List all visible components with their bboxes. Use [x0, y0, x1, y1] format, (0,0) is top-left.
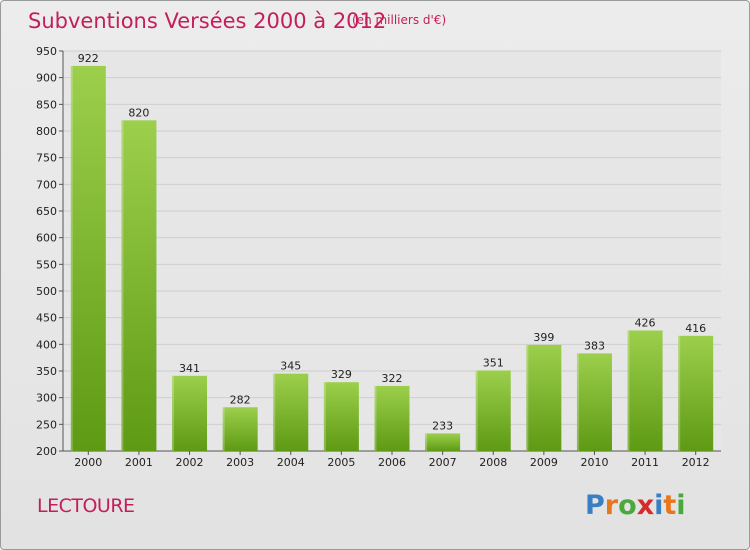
y-tick-label: 450 — [36, 312, 57, 325]
y-tick-label: 300 — [36, 392, 57, 405]
bar-2000 — [70, 65, 106, 451]
labels: 200 250 300 350 400 450 500 550 600 650 700 750 800 8… — [36, 45, 710, 469]
x-tick-label-2000: 2000 — [74, 456, 102, 469]
bar-2008 — [475, 370, 511, 451]
data-label-2005: 329 — [331, 368, 352, 381]
y-tick-label: 850 — [36, 98, 57, 111]
chart-title: Subventions Versées 2000 à 2012 — [28, 9, 387, 33]
bar-2004 — [273, 373, 309, 451]
y-tick-label: 600 — [36, 232, 57, 245]
logo-letter: r — [604, 490, 619, 521]
bar-highlight — [576, 353, 579, 451]
x-tick-label-2012: 2012 — [682, 456, 710, 469]
bar-2009 — [526, 344, 562, 451]
data-label-2011: 426 — [635, 316, 656, 329]
bar-2006 — [374, 385, 410, 451]
logo-letter: x — [636, 490, 655, 521]
data-label-2002: 341 — [179, 362, 200, 375]
commune-name: LECTOURE — [37, 495, 135, 517]
x-tick-label-2008: 2008 — [479, 456, 507, 469]
bar-highlight — [323, 382, 326, 451]
logo-letter: t — [663, 490, 677, 521]
bar-highlight — [121, 120, 124, 451]
logo-letter: o — [618, 490, 637, 521]
data-label-2003: 282 — [230, 393, 251, 406]
logo-letter: i — [654, 490, 664, 521]
y-tick-label: 200 — [36, 445, 57, 458]
y-tick-label: 950 — [36, 45, 57, 58]
x-tick-label-2010: 2010 — [580, 456, 608, 469]
x-tick-label-2007: 2007 — [429, 456, 457, 469]
y-tick-label: 700 — [36, 178, 57, 191]
bar-highlight — [172, 375, 175, 451]
bar-highlight — [222, 407, 225, 451]
bar-2005 — [323, 382, 359, 451]
data-label-2006: 322 — [382, 372, 403, 385]
bar-2010 — [576, 353, 612, 451]
bar-highlight — [475, 370, 478, 451]
data-label-2004: 345 — [280, 360, 301, 373]
chart-unit-label: (en milliers d'€) — [352, 13, 447, 27]
data-label-2000: 922 — [78, 52, 99, 65]
data-label-2010: 383 — [584, 339, 605, 352]
bar-2003 — [222, 407, 258, 451]
y-tick-label: 750 — [36, 152, 57, 165]
bar-highlight — [678, 335, 681, 451]
bar-2007 — [425, 433, 461, 451]
logo-letter: P — [585, 490, 605, 521]
y-tick-label: 400 — [36, 338, 57, 351]
bar-2001 — [121, 120, 157, 451]
bar-highlight — [425, 433, 428, 451]
data-label-2007: 233 — [432, 419, 453, 432]
data-label-2008: 351 — [483, 356, 504, 369]
bar-2002 — [172, 375, 208, 451]
data-label-2009: 399 — [533, 331, 554, 344]
x-tick-label-2006: 2006 — [378, 456, 406, 469]
x-tick-label-2002: 2002 — [176, 456, 204, 469]
bars — [70, 65, 714, 451]
logo-letter: i — [676, 490, 686, 521]
bar-highlight — [273, 373, 276, 451]
x-tick-label-2009: 2009 — [530, 456, 558, 469]
x-tick-label-2004: 2004 — [277, 456, 305, 469]
bar-highlight — [70, 65, 73, 451]
y-tick-label: 550 — [36, 258, 57, 271]
bar-2012 — [678, 335, 714, 451]
bar-highlight — [526, 344, 529, 451]
y-tick-label: 900 — [36, 72, 57, 85]
bar-2011 — [627, 330, 663, 451]
y-tick-label: 250 — [36, 418, 57, 431]
x-tick-label-2005: 2005 — [327, 456, 355, 469]
proxiti-logo[interactable]: Proxiti — [585, 490, 686, 521]
x-tick-label-2011: 2011 — [631, 456, 659, 469]
y-tick-label: 650 — [36, 205, 57, 218]
x-tick-label-2003: 2003 — [226, 456, 254, 469]
y-tick-label: 350 — [36, 365, 57, 378]
x-tick-label-2001: 2001 — [125, 456, 153, 469]
bar-highlight — [627, 330, 630, 451]
y-tick-label: 500 — [36, 285, 57, 298]
data-label-2012: 416 — [685, 322, 706, 335]
data-label-2001: 820 — [128, 106, 149, 119]
bar-highlight — [374, 385, 377, 451]
y-tick-label: 800 — [36, 125, 57, 138]
